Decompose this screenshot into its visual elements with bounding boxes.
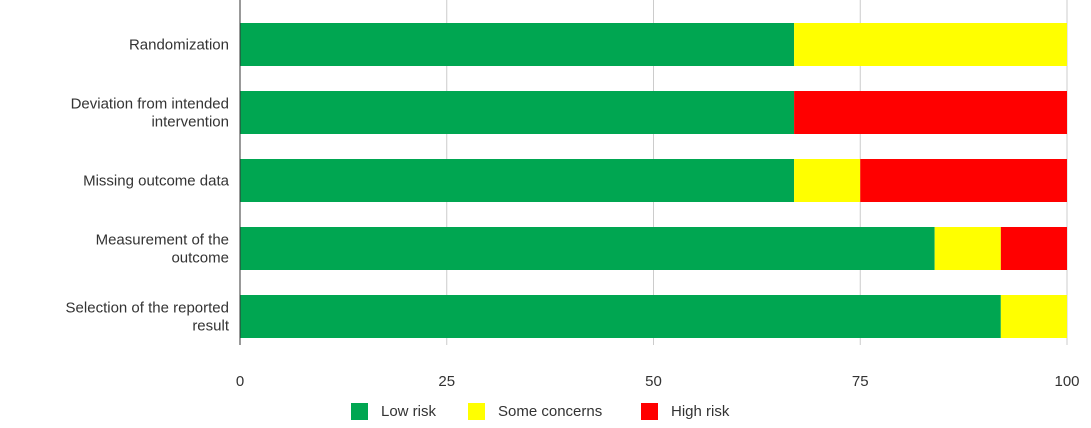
category-label-2: Missing outcome data — [83, 173, 230, 190]
x-tick-label-50: 50 — [645, 373, 662, 390]
legend-swatch-low-risk — [351, 403, 368, 420]
bar-low-risk-2 — [240, 159, 795, 202]
bar-high-risk-3 — [1000, 227, 1067, 270]
legend-swatch-some-concerns — [468, 403, 485, 420]
category-label-line: result — [192, 318, 230, 335]
bar-high-risk-2 — [860, 159, 1067, 202]
category-label-line: Randomization — [129, 37, 229, 54]
x-tick-label-75: 75 — [852, 373, 869, 390]
category-label-line: intervention — [151, 114, 229, 131]
bar-low-risk-4 — [240, 295, 1001, 338]
bar-low-risk-0 — [240, 23, 795, 66]
x-tick-label-0: 0 — [236, 373, 244, 390]
bar-some-concerns-2 — [794, 159, 861, 202]
category-label-line: Selection of the reported — [66, 300, 229, 317]
risk-of-bias-chart: Randomization Deviation from intended inte… — [66, 0, 1080, 390]
bar-some-concerns-0 — [794, 23, 1067, 66]
legend-item-some-concerns[interactable]: Some concerns — [468, 403, 602, 420]
legend-item-high-risk[interactable]: High risk — [641, 403, 729, 420]
category-label-1: Deviation from intended intervention — [71, 96, 229, 131]
legend-label-high-risk: High risk — [671, 403, 730, 420]
legend-swatch-high-risk — [641, 403, 658, 420]
category-label-3: Measurement of the outcome — [96, 232, 229, 267]
bar-some-concerns-3 — [934, 227, 1001, 270]
legend: Low risk Some concerns High risk — [0, 403, 1091, 425]
legend-label-low-risk: Low risk — [381, 403, 437, 420]
bar-low-risk-1 — [240, 91, 795, 134]
bar-high-risk-1 — [794, 91, 1067, 134]
bar-some-concerns-4 — [1000, 295, 1067, 338]
x-tick-label-25: 25 — [438, 373, 455, 390]
category-label-line: outcome — [171, 250, 229, 267]
category-label-line: Deviation from intended — [71, 96, 229, 113]
category-label-4: Selection of the reported result — [66, 300, 230, 335]
category-label-0: Randomization — [129, 37, 229, 54]
category-label-line: Measurement of the — [96, 232, 229, 249]
legend-label-some-concerns: Some concerns — [498, 403, 603, 420]
bar-low-risk-3 — [240, 227, 935, 270]
legend-item-low-risk[interactable]: Low risk — [351, 403, 436, 420]
x-tick-label-100: 100 — [1054, 373, 1079, 390]
category-label-line: Missing outcome data — [83, 173, 230, 190]
